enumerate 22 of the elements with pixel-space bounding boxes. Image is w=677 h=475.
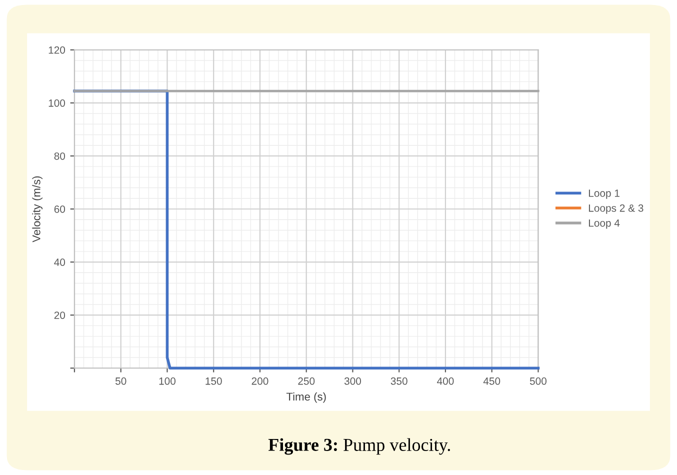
x-tick-label: 100	[159, 377, 176, 385]
x-tick-label: 350	[390, 377, 408, 385]
x-tick-label: 400	[437, 377, 454, 385]
x-tick-label: 300	[344, 377, 361, 385]
y-tick-label: 80	[54, 152, 66, 160]
caption: Figure 3: Pump velocity.	[268, 438, 450, 455]
x-tick-label: 250	[298, 377, 315, 385]
legend-label: Loop 4	[588, 219, 620, 229]
legend-label: Loop 1	[588, 190, 620, 199]
x-tick-label: 150	[206, 377, 222, 385]
x-tick-label: 50	[115, 377, 126, 385]
y-tick-label: 120	[48, 46, 66, 54]
x-tick-label: 200	[252, 377, 268, 385]
legend-label: Loops 2 & 3	[588, 204, 644, 214]
y-tick-label: 60	[54, 206, 66, 213]
x-tick-label: 450	[483, 377, 500, 385]
x-tick-label: 500	[530, 377, 546, 385]
x-axis-title: Time (s)	[286, 392, 326, 403]
y-tick-label: 20	[54, 312, 66, 319]
y-axis-title: Velocity (m/s)	[32, 176, 43, 242]
y-tick-label: 100	[48, 99, 66, 107]
y-tick-label: 40	[54, 258, 66, 266]
